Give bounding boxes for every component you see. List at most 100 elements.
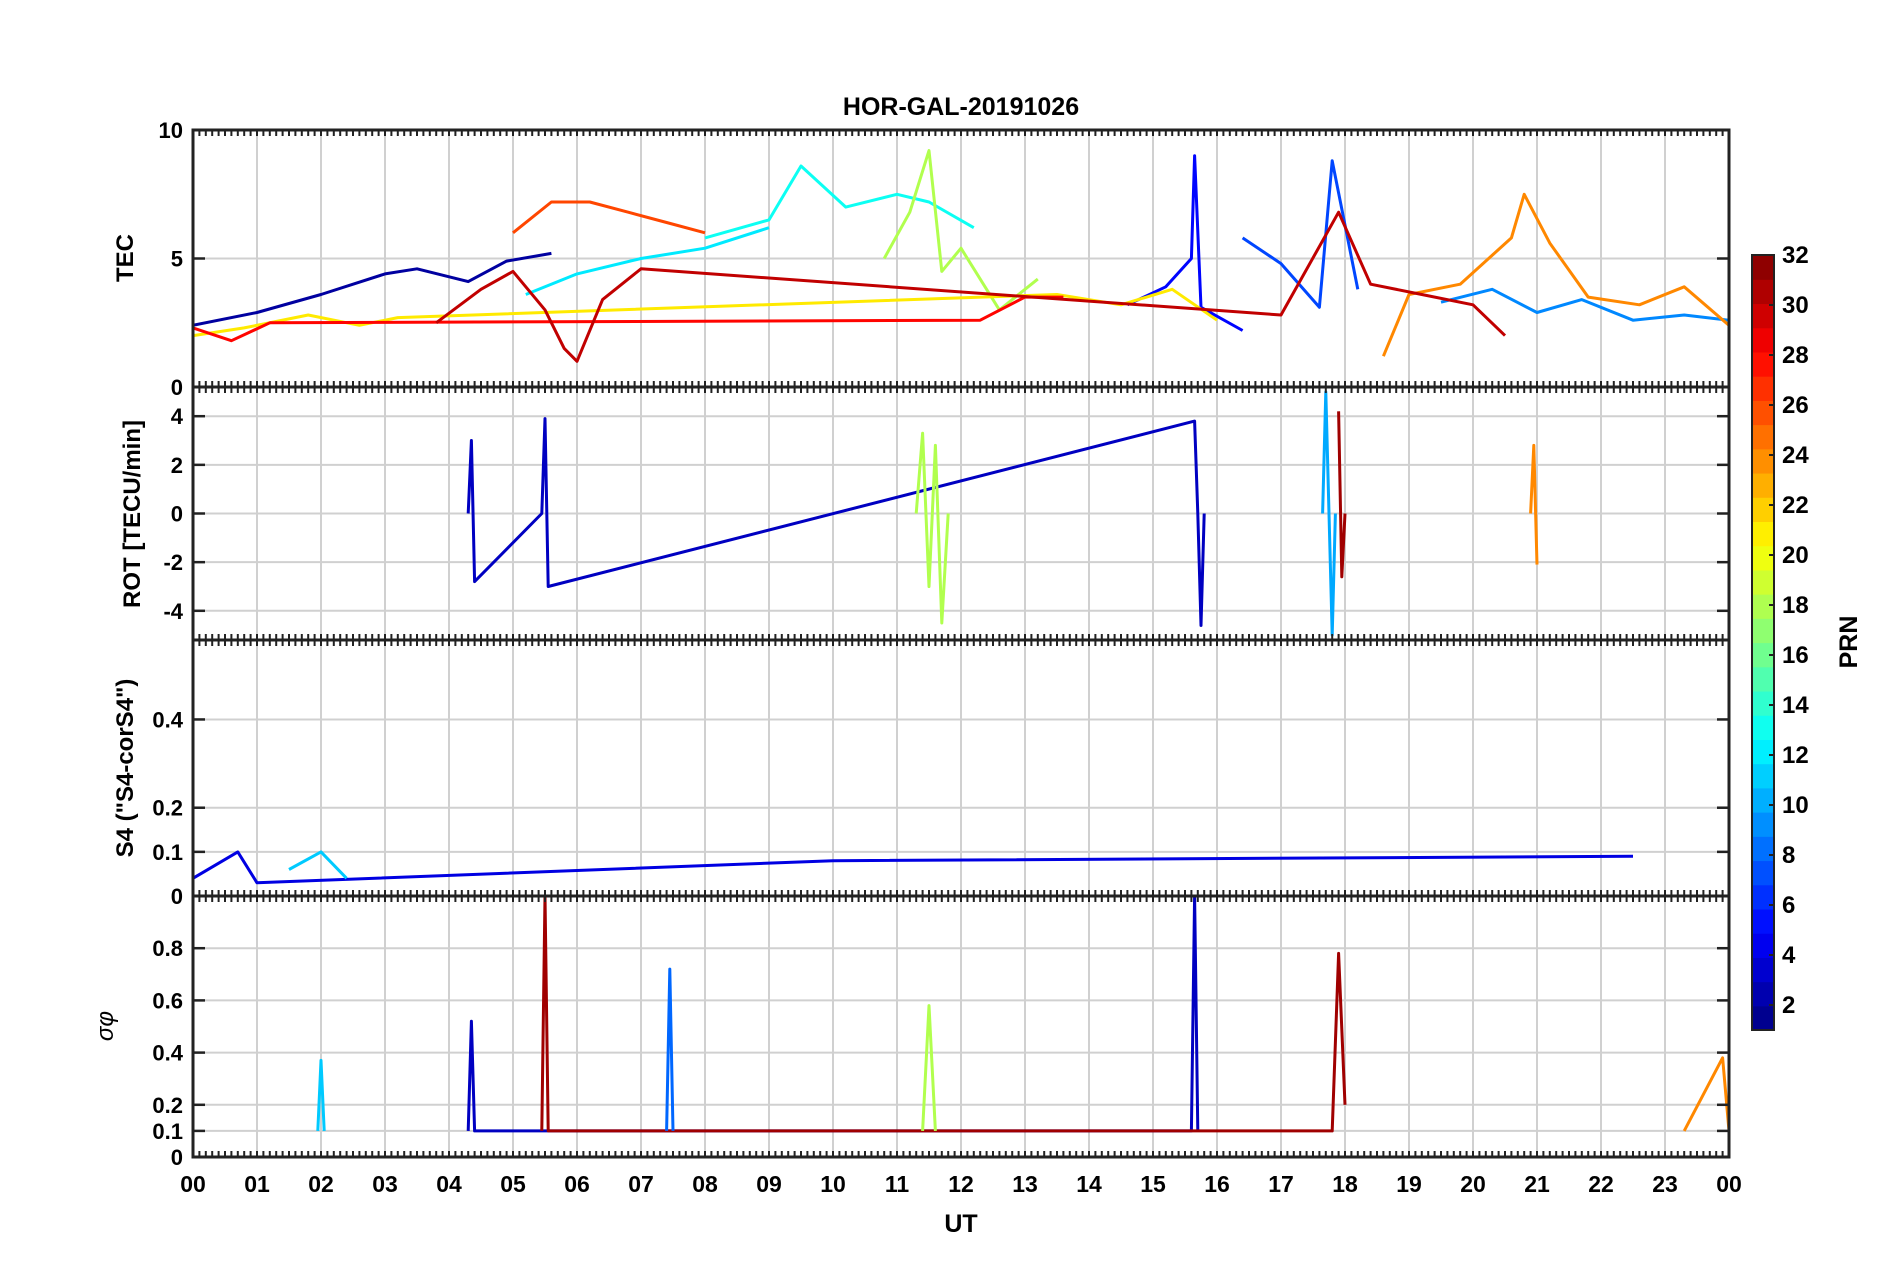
x-tick-label: 18 [1332,1171,1358,1197]
colorbar-segment [1752,836,1774,862]
colorbar-segment [1752,521,1774,547]
s4-axis: 0 0.1 0.2 0.4 [152,638,1731,909]
x-tick-label: 16 [1204,1171,1230,1197]
x-tick-label: 12 [948,1171,974,1197]
colorbar-tick-label: 14 [1782,692,1809,719]
x-tick-label: 11 [885,1171,910,1197]
tec-axis: 0 5 10 [159,118,1731,400]
colorbar-tick-label: 30 [1782,292,1809,319]
x-tick-label: 10 [820,1171,846,1197]
rot-series [466,390,1539,637]
colorbar-segment [1752,472,1774,498]
x-tick-label: 21 [1524,1171,1550,1197]
s4-series-prn-11 [288,850,348,880]
colorbar-tick-label: 10 [1782,792,1809,819]
colorbar-tick-label: 20 [1782,542,1809,569]
x-tick-label: 00 [180,1171,206,1197]
x-axis-ticks: 00 01 02 03 04 05 06 07 08 09 10 11 12 13 14 15 16 17 18 19… [180,1171,1742,1197]
s4-series [193,850,1634,885]
colorbar-segment [1752,618,1774,644]
colorbar-segment [1752,957,1774,983]
colorbar-segment [1752,1005,1774,1031]
sigma-phi-axis: 00.10.2 0.4 0.6 0.8 [152,894,1731,1170]
colorbar-segment [1752,908,1774,934]
colorbar-tick-label: 6 [1782,892,1795,919]
x-tick-label: 02 [308,1171,334,1197]
x-tick-label: 23 [1652,1171,1678,1197]
sigma_phi-series-prn-18 [921,1004,937,1131]
tec-ytick-label: 10 [159,118,183,143]
sigma_phi-series-prn-8 [665,967,675,1131]
colorbar-segment [1752,787,1774,813]
colorbar-segment [1752,981,1774,1007]
sigma_phi-ytick-label: 0.8 [152,936,183,961]
tec-series-prn-30 [435,210,1507,363]
colorbar-tick-label: 24 [1782,442,1809,469]
s4-ytick-label: 0.2 [152,796,183,821]
x-tick-label: 03 [372,1171,398,1197]
tec-series-prn-26 [512,200,706,235]
panel-rot: -4 -2 0 2 4 ROT [TECU/min] [119,385,1731,642]
tec-series-prn-9 [1440,287,1729,322]
rot-ytick-label: 4 [171,404,184,429]
sigma_phi-ytick-label: 0.1 [152,1119,183,1144]
x-tick-label: 13 [1012,1171,1038,1197]
colorbar-tick-label: 32 [1782,242,1809,269]
colorbar-tick-label: 12 [1782,742,1809,769]
tec-series-prn-2 [193,251,552,327]
sigma-phi-grid [192,896,1730,1158]
s4-ytick-label: 0 [171,884,183,909]
tec-series-prn-7 [1241,159,1360,309]
colorbar-frame [1751,254,1775,1031]
tec-ylabel: TEC [112,234,139,282]
rot-ytick-label: 0 [171,502,183,527]
colorbar-tick-label: 4 [1782,942,1796,969]
rot-ytick-label: -2 [163,550,183,575]
colorbar-tick-label: 28 [1782,342,1809,369]
chart-title: HOR-GAL-20191026 [843,93,1079,121]
panel-tec: 0 5 10 TEC [112,118,1731,400]
colorbar-segment [1752,400,1774,426]
sigma_phi-ytick-label: 0 [171,1145,183,1170]
sigma_phi-series-prn-24 [1682,1056,1729,1132]
x-tick-label: 01 [244,1171,270,1197]
panel-sigma-phi: 00.10.2 0.4 0.6 0.8 σφ [92,894,1731,1170]
x-tick-label: 04 [436,1171,462,1197]
colorbar-segment [1752,715,1774,740]
x-tick-label: 20 [1460,1171,1486,1197]
x-tick-label: 22 [1588,1171,1614,1197]
colorbar-tick-label: 26 [1782,392,1809,419]
x-tick-label: 17 [1268,1171,1294,1197]
colorbar-segment [1752,303,1774,329]
x-tick-label: 00 [1716,1171,1742,1197]
tec-series-prn-24 [1382,192,1729,357]
x-tick-label: 09 [756,1171,782,1197]
s4-ytick-label: 0.4 [152,707,183,732]
sigma_phi-ytick-label: 0.4 [152,1041,183,1066]
sigma-phi-ylabel: σφ [92,1011,119,1041]
colorbar-segment [1752,376,1774,401]
colorbar-segment [1752,351,1774,377]
x-tick-label: 05 [500,1171,526,1197]
x-tick-label: 14 [1076,1171,1102,1197]
colorbar-tick-label: 8 [1782,842,1795,869]
s4-ylabel: S4 ("S4-corS4") [112,679,139,858]
colorbar-segment [1752,497,1774,523]
rot-grid [192,387,1730,640]
sigma_phi-series-prn-11 [316,1058,326,1131]
colorbar-segment [1752,545,1774,571]
rot-ylabel: ROT [TECU/min] [119,420,146,608]
x-tick-label: 07 [628,1171,654,1197]
colorbar-segment [1752,569,1774,595]
colorbar-segment [1752,255,1774,280]
panel-s4: 0 0.1 0.2 0.4 S4 ("S4-corS4") [112,638,1731,909]
sigma-phi-series [316,896,1729,1133]
rot-ytick-label: -4 [163,599,183,624]
colorbar-segment [1752,327,1774,353]
colorbar-segment [1752,884,1774,910]
colorbar-segment [1752,812,1774,837]
colorbar-segment [1752,279,1774,305]
tec-ytick-label: 5 [171,247,183,272]
